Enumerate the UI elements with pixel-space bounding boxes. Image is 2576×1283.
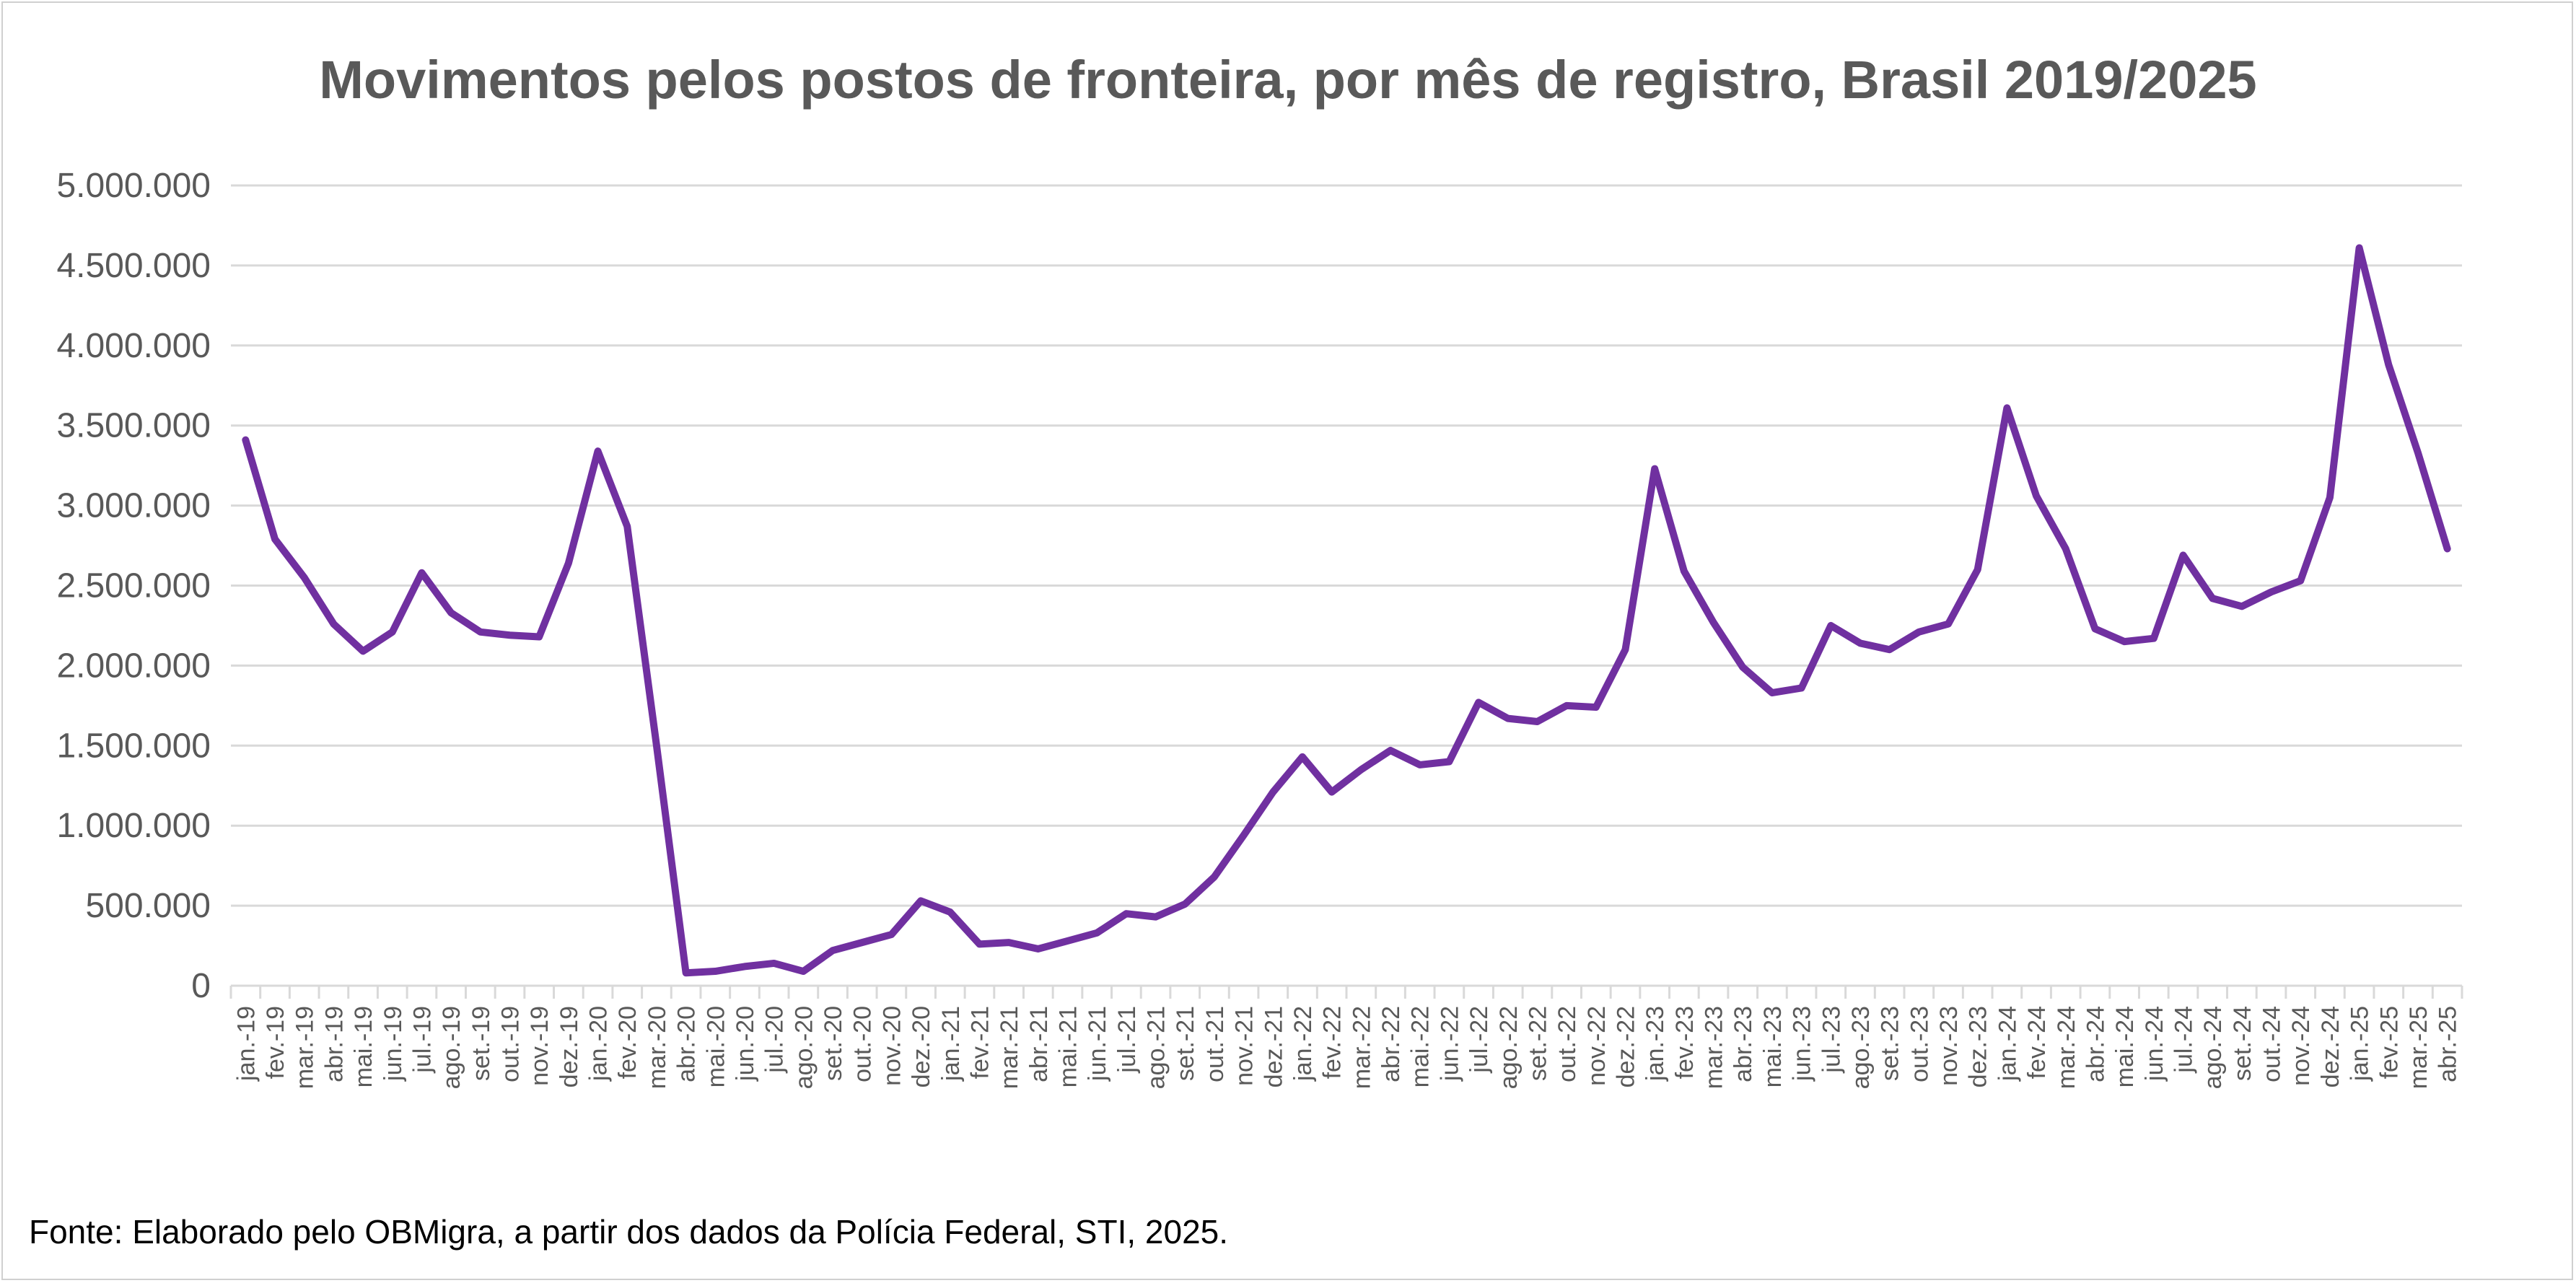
x-tick-label: ago.-23: [1847, 1006, 1875, 1089]
x-tick-label: set.-22: [1524, 1006, 1551, 1081]
x-tick-label: mai.-20: [702, 1006, 730, 1087]
y-tick-label: 2.000.000: [56, 647, 211, 685]
x-tick-label: fev.-20: [614, 1006, 641, 1079]
x-tick-label: out.-22: [1554, 1006, 1581, 1082]
x-tick-label: fev.-21: [966, 1006, 994, 1079]
x-tick-label: jan.-24: [1994, 1006, 2021, 1082]
x-tick-label: jul.-21: [1113, 1006, 1141, 1074]
x-tick-label: jun.-20: [732, 1006, 759, 1082]
y-tick-label: 5.000.000: [56, 167, 211, 205]
x-tick-label: jul.-20: [761, 1006, 789, 1074]
x-tick-label: dez.-21: [1260, 1006, 1287, 1087]
x-tick-label: dez.-22: [1613, 1006, 1640, 1087]
x-tick-label: nov.-22: [1583, 1006, 1611, 1086]
x-tick-label: jan.-20: [585, 1006, 613, 1082]
x-tick-label: set.-21: [1172, 1006, 1199, 1081]
x-tick-label: out.-19: [497, 1006, 525, 1082]
x-tick-label: nov.-19: [526, 1006, 553, 1086]
x-tick-label: jun.-22: [1436, 1006, 1463, 1082]
y-tick-label: 4.500.000: [56, 247, 211, 285]
series-line: [242, 244, 2451, 977]
x-tick-label: ago.-24: [2199, 1006, 2227, 1089]
x-tick-label: nov.-21: [1231, 1006, 1258, 1086]
x-tick-label: out.-21: [1201, 1006, 1229, 1082]
x-tick-label: nov.-23: [1935, 1006, 1963, 1086]
x-tick-label: abr.-22: [1377, 1006, 1405, 1082]
x-tick-label: fev.-23: [1671, 1006, 1699, 1079]
x-tick-label: mar.-24: [2053, 1006, 2080, 1089]
x-tick-label: mar.-20: [644, 1006, 671, 1089]
x-tick-label: fev.-22: [1319, 1006, 1346, 1079]
x-tick-label: fev.-24: [2023, 1006, 2051, 1079]
y-tick-label: 1.000.000: [56, 807, 211, 845]
y-tick-label: 2.500.000: [56, 567, 211, 605]
x-tick-label: dez.-19: [556, 1006, 583, 1087]
x-tick-label: abr.-20: [673, 1006, 701, 1082]
x-tick-label: mai.-19: [350, 1006, 377, 1087]
x-tick-label: jan.-22: [1289, 1006, 1317, 1082]
x-tick-label: mai.-21: [1055, 1006, 1082, 1087]
x-tick-label: ago.-20: [790, 1006, 818, 1089]
x-tick-label: mar.-21: [996, 1006, 1023, 1089]
x-tick-label: abr.-23: [1730, 1006, 1757, 1082]
x-tick-label: jun.-19: [380, 1006, 407, 1082]
y-tick-label: 3.500.000: [56, 407, 211, 445]
x-tick-label: out.-24: [2259, 1006, 2286, 1082]
y-tick-label: 500.000: [85, 887, 211, 925]
x-tick-label: set.-20: [820, 1006, 847, 1081]
x-tick-label: nov.-20: [878, 1006, 906, 1086]
x-tick-label: abr.-24: [2082, 1006, 2109, 1082]
x-tick-label: mar.-25: [2405, 1006, 2432, 1089]
x-tick-label: fev.-19: [262, 1006, 289, 1079]
y-tick-label: 1.500.000: [56, 727, 211, 765]
x-tick-label: mar.-19: [292, 1006, 319, 1089]
x-tick-label: ago.-19: [438, 1006, 465, 1089]
x-tick-label: mar.-22: [1348, 1006, 1375, 1089]
x-tick-label: set.-19: [468, 1006, 495, 1081]
x-tick-label: out.-20: [849, 1006, 877, 1082]
x-tick-label: set.-24: [2229, 1006, 2256, 1081]
x-tick-label: out.-23: [1906, 1006, 1933, 1082]
x-tick-label: jun.-21: [1084, 1006, 1111, 1082]
x-tick-label: mai.-24: [2111, 1006, 2139, 1087]
y-tick-label: 0: [191, 967, 211, 1005]
x-tick-label: jul.-23: [1818, 1006, 1845, 1074]
x-tick-label: ago.-22: [1495, 1006, 1523, 1089]
x-tick-label: mai.-22: [1407, 1006, 1434, 1087]
y-tick-label: 3.000.000: [56, 487, 211, 525]
x-tick-label: jan.-25: [2347, 1006, 2374, 1082]
x-tick-label: dez.-23: [1965, 1006, 1992, 1087]
x-tick-label: jul.-24: [2170, 1006, 2198, 1074]
x-tick-label: jan.-23: [1642, 1006, 1669, 1082]
x-tick-label: mai.-23: [1759, 1006, 1787, 1087]
x-tick-label: mar.-23: [1701, 1006, 1728, 1089]
x-tick-label: abr.-21: [1025, 1006, 1053, 1082]
x-tick-label: set.-23: [1877, 1006, 1904, 1081]
x-tick-label: jun.-23: [1789, 1006, 1816, 1082]
chart-title: Movimentos pelos postos de fronteira, po…: [319, 50, 2257, 110]
x-tick-label: ago.-21: [1143, 1006, 1170, 1089]
y-tick-label: 4.000.000: [56, 327, 211, 365]
x-tick-label: jul.-22: [1466, 1006, 1493, 1074]
x-tick-label: abr.-19: [320, 1006, 348, 1082]
source-note: Fonte: Elaborado pelo OBMigra, a partir …: [29, 1213, 1229, 1251]
x-tick-label: dez.-24: [2317, 1006, 2344, 1087]
x-tick-label: fev.-25: [2375, 1006, 2403, 1079]
x-tick-label: jun.-24: [2141, 1006, 2168, 1082]
x-tick-label: jul.-19: [408, 1006, 436, 1074]
x-tick-label: dez.-20: [908, 1006, 935, 1087]
x-tick-label: jan.-19: [232, 1006, 260, 1082]
x-tick-label: nov.-24: [2287, 1006, 2315, 1086]
x-tick-label: abr.-25: [2435, 1006, 2462, 1082]
x-tick-label: jan.-21: [937, 1006, 965, 1082]
